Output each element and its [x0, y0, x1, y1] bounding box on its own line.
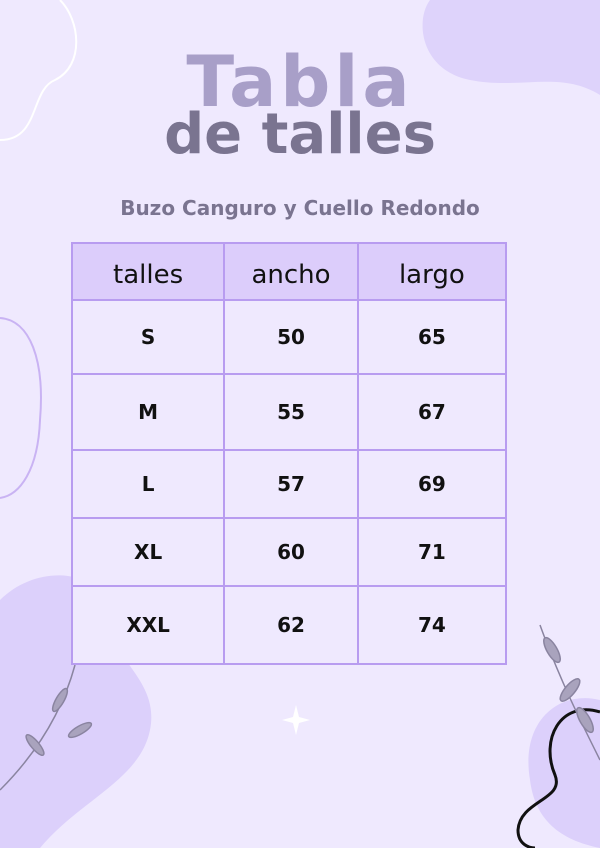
header-largo: largo — [356, 242, 508, 301]
sparkle-icon — [282, 705, 310, 735]
title-line-1: Tabla — [186, 41, 414, 123]
cell-ancho: 50 — [223, 299, 359, 375]
table-row: XL 60 71 — [70, 517, 508, 587]
header-talles: talles — [70, 242, 226, 301]
table-row: L 57 69 — [70, 449, 508, 519]
table-row: S 50 65 — [70, 299, 508, 375]
cell-largo: 69 — [356, 449, 508, 519]
cell-size: S — [70, 299, 226, 375]
size-table: talles ancho largo S 50 65 M 55 67 L 57 … — [70, 242, 508, 665]
cell-largo: 71 — [356, 517, 508, 587]
table-header-row: talles ancho largo — [70, 242, 508, 301]
subtitle: Buzo Canguro y Cuello Redondo — [120, 196, 480, 220]
cell-ancho: 57 — [223, 449, 359, 519]
table-row: M 55 67 — [70, 373, 508, 451]
cell-size: XXL — [70, 585, 226, 665]
leaf-branch-left — [0, 664, 93, 791]
cell-size: XL — [70, 517, 226, 587]
blob-bottom-right — [528, 698, 600, 848]
outline-top-left — [0, 0, 78, 141]
cell-size: L — [70, 449, 226, 519]
cell-size: M — [70, 373, 226, 451]
cell-ancho: 62 — [223, 585, 359, 665]
outline-left — [0, 317, 42, 499]
header-ancho: ancho — [223, 242, 359, 301]
cell-ancho: 55 — [223, 373, 359, 451]
cell-ancho: 60 — [223, 517, 359, 587]
title-line-2: de talles — [164, 102, 436, 167]
table-row: XXL 62 74 — [70, 585, 508, 665]
cell-largo: 65 — [356, 299, 508, 375]
outline-bottom-right — [516, 708, 600, 848]
cell-largo: 67 — [356, 373, 508, 451]
blob-top-right — [422, 0, 600, 95]
cell-largo: 74 — [356, 585, 508, 665]
leaf-branch-right — [539, 624, 600, 761]
